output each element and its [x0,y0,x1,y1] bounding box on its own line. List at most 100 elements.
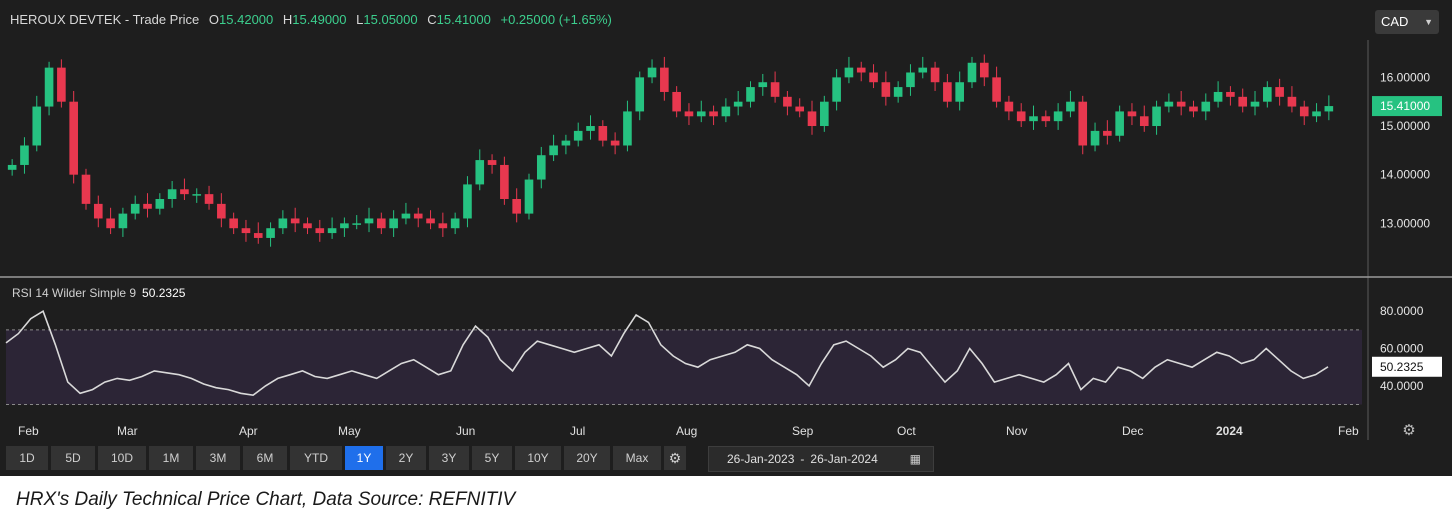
candle-body [758,82,768,88]
x-tick-label: Apr [239,424,258,438]
candle-body [573,130,583,141]
range-button-1y[interactable]: 1Y [345,446,383,470]
candle-body [1078,101,1088,146]
range-button-max[interactable]: Max [613,446,661,470]
range-button-10d[interactable]: 10D [98,446,146,470]
rsi-line-group [5,310,1329,397]
candle-body [1053,111,1063,122]
close-label: C [427,12,437,27]
candle-body [979,62,989,78]
rsi-last-badge [1372,356,1442,377]
candle-body [586,126,595,131]
candle-body [500,164,509,200]
rsi-header: RSI 14 Wilder Simple 9 50.2325 [12,286,185,300]
price-tick-label: 14.00000 [1380,168,1430,182]
candle-body [610,140,620,146]
range-button-6m[interactable]: 6M [243,446,287,470]
x-tick-label: Jun [456,424,475,438]
candle-body [672,91,681,112]
rsi-tick-label: 80.0000 [1380,304,1424,318]
candle-body [278,218,288,229]
candle-body [721,106,731,117]
candle-body [217,203,226,219]
range-button-10y[interactable]: 10Y [515,446,561,470]
settings-icon[interactable]: ⚙ [1402,422,1416,439]
candle-body [635,77,645,112]
rsi-band-fill [6,329,1362,405]
candle-body [463,184,472,219]
candle-body [340,223,349,229]
x-tick-label: Sep [792,424,814,438]
candle-body [598,126,608,141]
range-button-2y[interactable]: 2Y [386,446,426,470]
candle-body [820,101,829,127]
chevron-down-icon: ▼ [1424,17,1433,27]
candle-body [623,111,632,146]
candle-body [1164,101,1174,107]
candle-body [1176,101,1186,107]
candle-body [1299,106,1309,117]
candle-body [290,218,300,224]
last-price-label: 15.41000 [1380,99,1430,113]
calendar-icon[interactable]: ▦ [909,452,921,466]
candle-body [352,223,362,225]
candle-body [807,111,817,127]
candle-body [524,179,534,214]
range-button-3m[interactable]: 3M [196,446,240,470]
rsi-axis: 80.0000 60.0000 40.0000 50.2325 [1372,304,1442,393]
candle-body [143,203,152,209]
candle-body [709,111,718,117]
date-range-picker[interactable]: 26-Jan-2023-26-Jan-2024 ▦ [708,446,934,472]
price-header: HEROUX DEVTEK - Trade Price O15.42000 H1… [10,12,612,27]
price-tick-label: 15.00000 [1380,119,1430,133]
candle-body [844,67,854,78]
currency-select[interactable]: CAD ▼ [1375,10,1439,34]
change-percent: (+1.65%) [558,12,612,27]
candle-body [180,189,189,195]
candle-body [229,218,238,229]
range-button-ytd[interactable]: YTD [290,446,342,470]
range-button-3y[interactable]: 3Y [429,446,469,470]
chart-canvas: 16.00000 15.00000 14.00000 13.00000 15.41000… [0,40,1452,440]
candle-body [106,218,115,229]
candle-body [401,213,411,219]
range-button-20y[interactable]: 20Y [564,446,610,470]
candle-body [20,145,29,165]
price-tick-label: 13.00000 [1380,216,1430,230]
candle-body [44,67,54,107]
range-button-5d[interactable]: 5D [51,446,95,470]
candle-body [549,145,558,156]
date-from: 26-Jan-2023 [727,452,795,466]
candle-body [1103,130,1112,136]
range-button-1m[interactable]: 1M [149,446,193,470]
rsi-tick-label: 40.0000 [1380,379,1424,393]
range-toolbar: 1D 5D 10D 1M 3M 6M YTD 1Y 2Y 3Y 5Y 10Y 20Y Max ⚙ [6,446,686,472]
low-value: 15.05000 [363,12,418,27]
candle-body [1287,96,1297,107]
candle-body [389,218,398,229]
candle-body [413,213,423,219]
open-label: O [208,12,220,27]
candle-body [1029,116,1038,122]
price-type: - Trade Price [124,12,200,27]
gear-icon[interactable]: ⚙ [664,446,686,470]
candle-body [770,82,780,97]
open-value: 15.42000 [219,12,274,27]
high-value: 15.49000 [292,12,347,27]
candle-body [1115,111,1124,136]
x-tick-label: Dec [1122,424,1143,438]
candle-body [426,218,435,224]
x-tick-label: Aug [676,424,697,438]
x-tick-label: Feb [1338,424,1359,438]
candle-body [303,223,312,229]
candle-body [1090,130,1100,146]
candle-body [327,228,337,234]
candle-body [118,213,128,229]
candle-body [130,203,140,214]
chart-frame: 16.00000 15.00000 14.00000 13.00000 15.41000… [0,0,1452,476]
price-candles [7,54,1334,247]
range-button-1d[interactable]: 1D [6,446,48,470]
candle-body [155,199,165,209]
range-button-5y[interactable]: 5Y [472,446,512,470]
candle-body [266,228,275,238]
